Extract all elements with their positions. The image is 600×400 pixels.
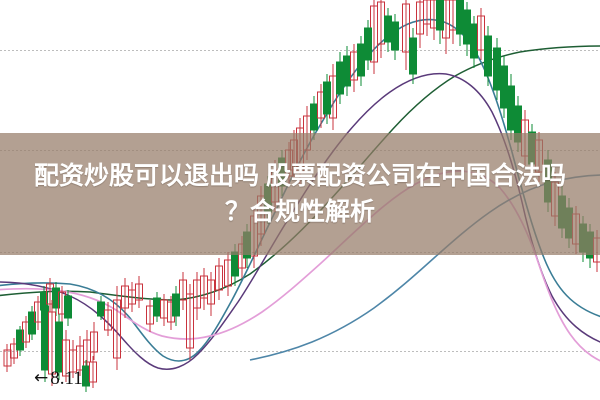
overlay-title-line-2: ？合规性解析 — [224, 198, 375, 226]
candle — [97, 296, 105, 320]
candle — [113, 286, 121, 370]
candle — [409, 28, 417, 84]
candle — [3, 344, 12, 372]
left-arrow-icon: ← — [34, 368, 49, 388]
candle — [186, 284, 194, 360]
candle — [436, 0, 444, 44]
candle — [28, 306, 36, 340]
candle — [104, 302, 112, 336]
candle — [172, 286, 180, 326]
candle — [402, 0, 410, 70]
annotation-label: 8.11 — [50, 368, 83, 389]
candle — [391, 14, 399, 60]
candle — [484, 26, 492, 86]
candle — [323, 74, 331, 124]
candle — [90, 322, 98, 360]
candle — [364, 20, 372, 70]
ma20-line — [0, 170, 600, 362]
title-overlay-band: 配资炒股可以退出吗 股票配资公司在中国合法吗 ？合规性解析 — [0, 133, 600, 255]
candle — [16, 326, 24, 356]
overlay-title-line-1: 配资炒股可以退出吗 股票配资公司在中国合法吗 — [34, 162, 566, 190]
candle — [52, 282, 60, 316]
candle — [89, 356, 97, 388]
candle — [135, 276, 143, 308]
candle — [477, 8, 485, 60]
candle — [215, 258, 223, 300]
candle — [64, 290, 72, 326]
candlestick-series — [3, 0, 600, 392]
candle — [207, 272, 215, 316]
candle — [179, 272, 187, 310]
price-annotation-8-11: ← 8.11 — [34, 369, 83, 388]
